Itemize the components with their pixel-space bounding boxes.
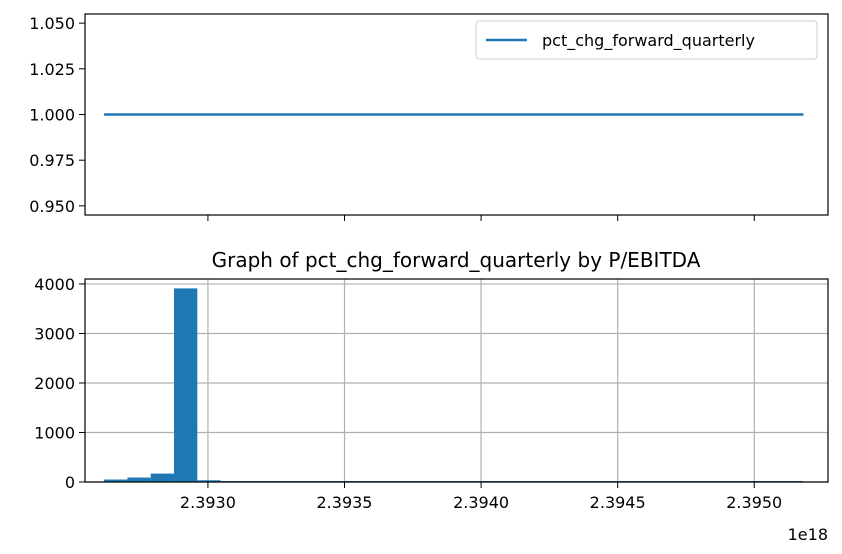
- legend-box: [475, 20, 818, 60]
- line-chart-y-tick-label: 1.025: [29, 60, 75, 79]
- histogram-bar: [150, 473, 175, 482]
- legend: pct_chg_forward_quarterly: [475, 20, 818, 60]
- histogram-y-tick-label: 1000: [34, 423, 75, 442]
- histogram-x-tick-label: 2.3935: [317, 493, 373, 512]
- histogram-x-tick-label: 2.3950: [726, 493, 782, 512]
- line-chart-y-tick-label: 1.000: [29, 106, 75, 125]
- histogram-x-tick-label: 2.3930: [180, 493, 236, 512]
- histogram-panel: Graph of pct_chg_forward_quarterly by P/…: [34, 248, 829, 544]
- histogram-bars: [104, 288, 804, 482]
- line-chart-panel: 0.950 0.975 1.000 1.025 1.050 pct_chg_forwar…: [29, 13, 829, 221]
- histogram-x-tick-label: 2.3945: [590, 493, 646, 512]
- histogram-title: Graph of pct_chg_forward_quarterly by P/…: [212, 248, 701, 272]
- histogram-frame: [84, 278, 829, 483]
- line-chart-y-tick-label: 0.975: [29, 151, 75, 170]
- histogram-x-axis: 2.3930 2.3935 2.3940 2.3945 2.3950: [180, 482, 782, 512]
- histogram-y-tick-label: 4000: [34, 275, 75, 294]
- x-offset-label: 1e18: [788, 525, 828, 544]
- line-chart-frame: [84, 13, 829, 216]
- histogram-bar: [127, 477, 151, 482]
- histogram-bar: [197, 480, 221, 482]
- legend-label: pct_chg_forward_quarterly: [542, 31, 755, 51]
- line-chart-y-tick-label: 1.050: [29, 14, 75, 33]
- histogram-x-tick-label: 2.3940: [453, 493, 509, 512]
- line-chart-y-axis: 0.950 0.975 1.000 1.025 1.050: [29, 14, 85, 216]
- line-chart-x-axis: [207, 215, 755, 221]
- histogram-y-tick-label: 3000: [34, 324, 75, 343]
- line-chart-y-tick-label: 0.950: [29, 197, 75, 216]
- histogram-y-tick-label: 0: [65, 473, 75, 492]
- histogram-bar: [174, 288, 198, 482]
- histogram-y-axis: 0 1000 2000 3000 4000: [34, 275, 85, 492]
- histogram-bar: [104, 479, 128, 482]
- histogram-y-tick-label: 2000: [34, 374, 75, 393]
